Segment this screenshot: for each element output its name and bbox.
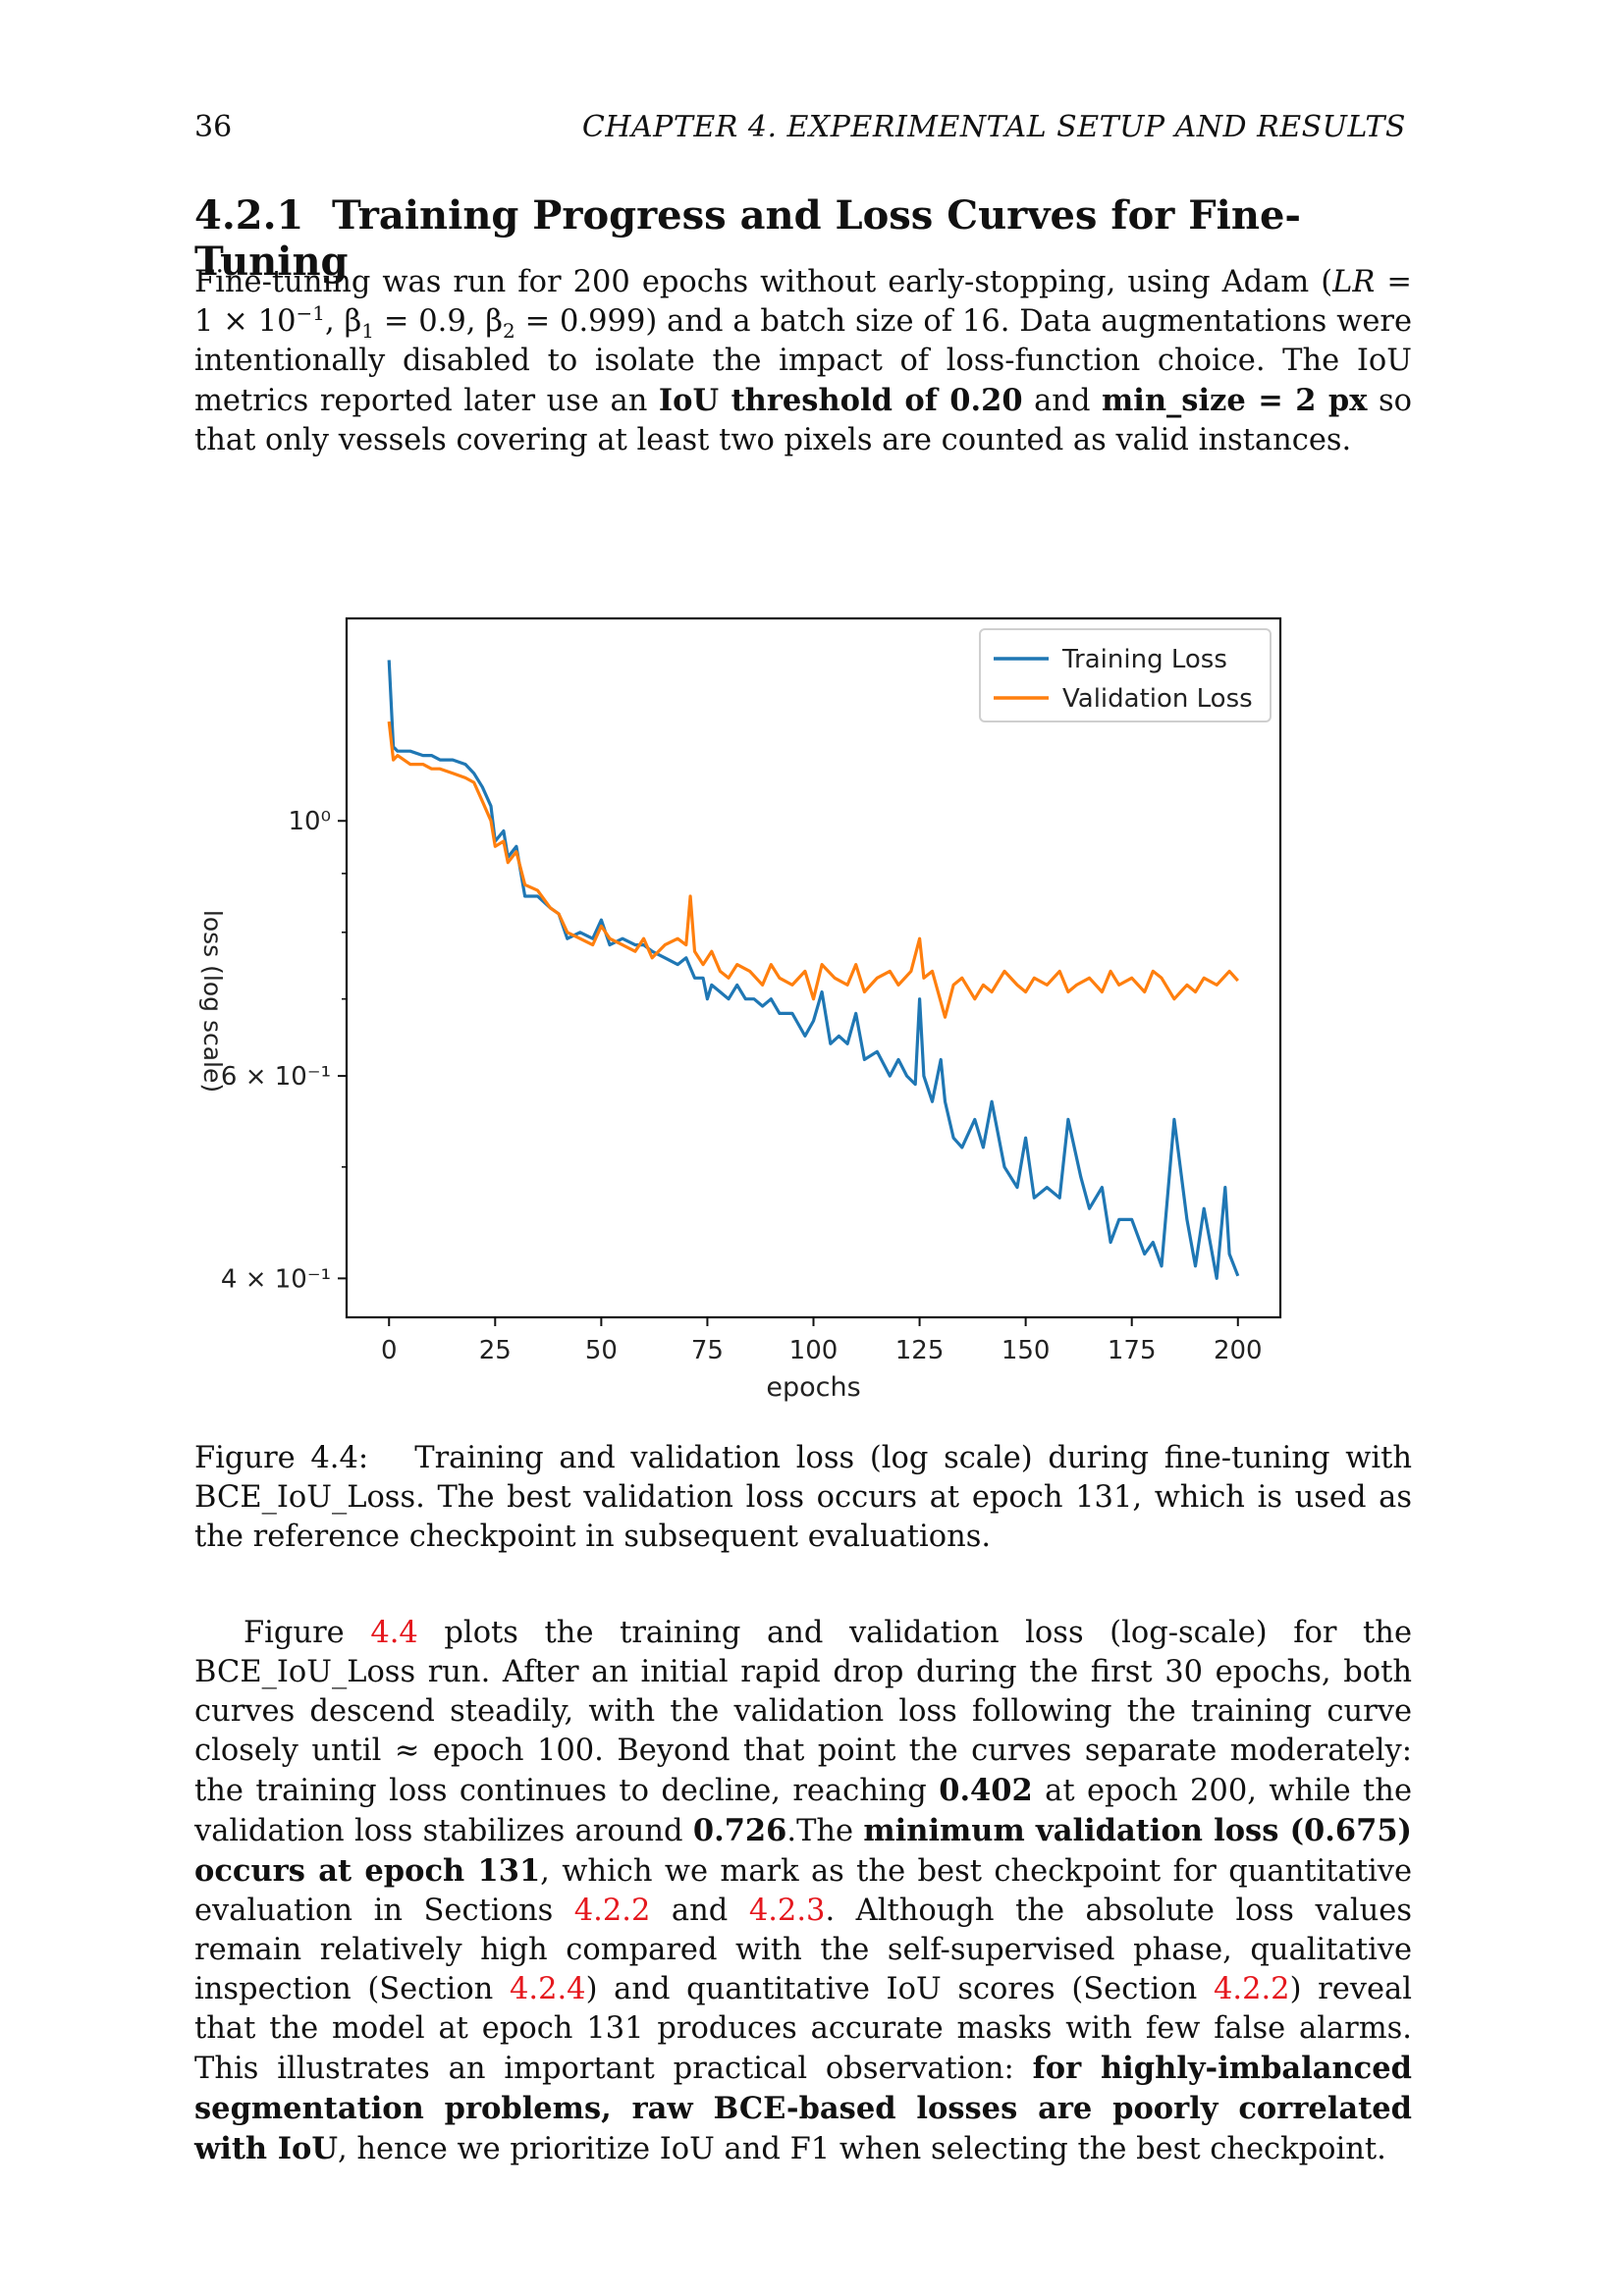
page-number: 36	[194, 110, 233, 144]
loss-chart: loss (log scale) 0 25 50 75 100 125 150 175 200 1…	[198, 616, 1282, 1403]
x-tick-label: 25	[479, 1336, 512, 1365]
x-tick-label: 100	[789, 1336, 839, 1365]
validation-loss-line	[387, 721, 1239, 1019]
legend-label: Validation Loss	[1062, 684, 1253, 714]
y-tick-label: 10⁰	[288, 807, 331, 836]
lr-variable: LR	[1332, 265, 1376, 299]
section-ref-link[interactable]: 4.2.4	[509, 1972, 586, 2006]
section-heading: 4.2.1 Training Progress and Loss Curves f…	[194, 192, 1412, 285]
x-axis-label: epochs	[766, 1372, 860, 1403]
iou-threshold: IoU threshold of 0.20	[658, 383, 1023, 418]
paragraph-setup: Fine-tuning was run for 200 epochs witho…	[194, 265, 1412, 457]
figure-ref-link[interactable]: 4.4	[370, 1616, 418, 1650]
training-loss-line	[387, 660, 1240, 1280]
section-title: Training Progress and Loss Curves for Fi…	[194, 192, 1301, 285]
caption-text: Training and validation loss (log scale)…	[194, 1441, 1412, 1554]
x-tick-label: 50	[585, 1336, 618, 1365]
section-ref-link[interactable]: 4.2.3	[748, 1894, 826, 1928]
x-tick-label: 75	[691, 1336, 724, 1365]
x-tick-label: 150	[1001, 1336, 1051, 1365]
section-ref-link[interactable]: 4.2.2	[1213, 1972, 1290, 2006]
paragraph-discussion: Figure 4.4 plots the training and valida…	[194, 1616, 1413, 2166]
plot-frame	[345, 616, 1282, 1319]
legend-box	[979, 628, 1272, 722]
x-tick-label: 125	[895, 1336, 945, 1365]
y-tick-label: 6 × 10⁻¹	[221, 1062, 331, 1092]
legend-label: Training Loss	[1061, 645, 1227, 674]
x-tick-label: 200	[1214, 1336, 1263, 1365]
caption-label: Figure 4.4:	[194, 1441, 369, 1475]
x-tick-label: 175	[1108, 1336, 1157, 1365]
running-head: CHAPTER 4. EXPERIMENTAL SETUP AND RESULT…	[581, 110, 1406, 144]
y-axis-label: loss (log scale)	[198, 910, 227, 1093]
min-size: min_size = 2 px	[1102, 383, 1368, 418]
x-tick-label: 0	[381, 1336, 398, 1365]
section-ref-link[interactable]: 4.2.2	[573, 1894, 651, 1928]
y-tick-label: 4 × 10⁻¹	[221, 1264, 331, 1294]
section-number: 4.2.1	[194, 192, 304, 239]
figure-caption: Figure 4.4: Training and validation loss…	[194, 1439, 1412, 1557]
